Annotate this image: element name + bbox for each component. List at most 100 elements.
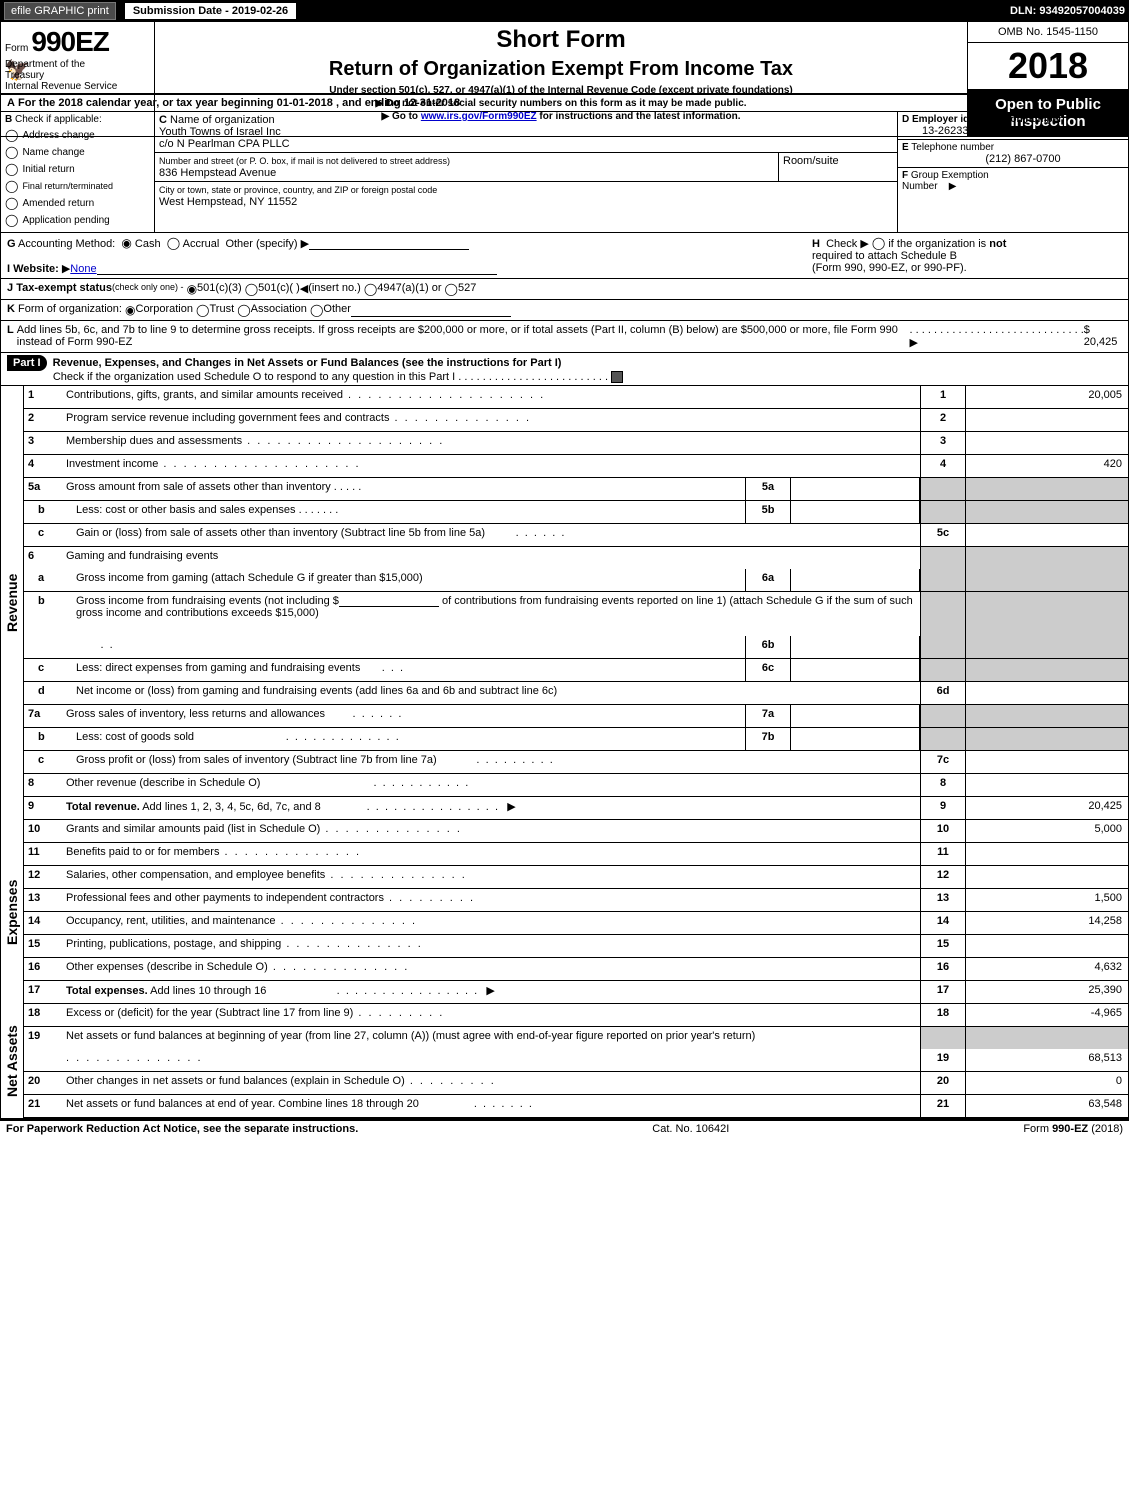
line-ref: 2 <box>920 409 965 431</box>
insert-no-label: (insert no.) <box>308 282 361 296</box>
tax-year-end: 12-31-2018 <box>404 97 460 109</box>
line-ref: 17 <box>920 981 965 1003</box>
section-k-label: K <box>7 303 15 317</box>
line-amount: 0 <box>965 1072 1128 1094</box>
inner-ref: 7a <box>745 705 791 727</box>
return-title: Return of Organization Exempt From Incom… <box>159 58 963 81</box>
line-desc: Gross income from fundraising events (no… <box>72 592 920 636</box>
line-1: 1 Contributions, gifts, grants, and simi… <box>24 386 1128 409</box>
line-17: 17 Total expenses. Add lines 10 through … <box>24 981 1128 1004</box>
line-desc: Gross sales of inventory, less returns a… <box>62 705 745 727</box>
section-h: H Check ▶ ◯ if the organization is not r… <box>812 236 1122 275</box>
line-amount: 68,513 <box>965 1049 1128 1071</box>
check-name-change[interactable]: ◯Name change <box>5 145 150 159</box>
line-desc: Other changes in net assets or fund bala… <box>62 1072 920 1094</box>
trust-radio[interactable]: ◯ <box>196 303 209 317</box>
line-ref: 6d <box>920 682 965 704</box>
line-ref: 20 <box>920 1072 965 1094</box>
line-11: 11 Benefits paid to or for members 11 <box>24 843 1128 866</box>
check-initial-return[interactable]: ◯Initial return <box>5 162 150 176</box>
line-amount: 420 <box>965 455 1128 477</box>
h-checkbox[interactable]: ◯ <box>872 236 885 250</box>
line-desc: Professional fees and other payments to … <box>62 889 920 911</box>
schedule-o-checkbox[interactable] <box>611 371 623 383</box>
section-i-label: I <box>7 263 10 275</box>
line-num: 11 <box>24 843 62 865</box>
accrual-radio[interactable]: ◯ <box>167 236 180 250</box>
section-e-label: E <box>902 142 909 153</box>
check-application-pending[interactable]: ◯Application pending <box>5 213 150 227</box>
other-org-radio[interactable]: ◯ <box>310 303 323 317</box>
line-8: 8 Other revenue (describe in Schedule O)… <box>24 774 1128 797</box>
line-amount <box>965 866 1128 888</box>
section-b-label: B <box>5 114 12 125</box>
street-address: 836 Hempstead Avenue <box>159 167 276 179</box>
line-amount <box>965 682 1128 704</box>
line-desc: Other expenses (describe in Schedule O) <box>62 958 920 980</box>
check-amended-return[interactable]: ◯Amended return <box>5 196 150 210</box>
catalog-number: Cat. No. 10642I <box>652 1123 729 1135</box>
check-label-final: Final return/terminated <box>22 181 113 191</box>
inner-ref: 5a <box>745 478 791 500</box>
assoc-radio[interactable]: ◯ <box>237 303 250 317</box>
501c3-radio[interactable]: ◉ <box>187 282 197 296</box>
line-6b-upper: b Gross income from fundraising events (… <box>24 592 1128 636</box>
line-num: 9 <box>24 797 62 819</box>
4947-radio[interactable]: ◯ <box>364 282 377 296</box>
line-amount <box>965 774 1128 796</box>
section-l-row: L Add lines 5b, 6c, and 7b to line 9 to … <box>0 321 1129 353</box>
line-9: 9 Total revenue. Add lines 1, 2, 3, 4, 5… <box>24 797 1128 820</box>
netassets-vertical-label: Net Assets <box>1 1004 24 1118</box>
shaded-cell <box>965 659 1128 681</box>
line-ref: 18 <box>920 1004 965 1026</box>
line-num: 20 <box>24 1072 62 1094</box>
line-desc: Program service revenue including govern… <box>62 409 920 431</box>
form-ref-suf: (2018) <box>1088 1123 1123 1135</box>
section-j-label: J <box>7 282 13 296</box>
website-link[interactable]: None <box>70 263 96 275</box>
line-num: 3 <box>24 432 62 454</box>
501c-radio[interactable]: ◯ <box>245 282 258 296</box>
cash-radio[interactable]: ◉ <box>121 236 131 250</box>
check-address-change[interactable]: ◯Address change <box>5 128 150 142</box>
line-ref: 16 <box>920 958 965 980</box>
city-state-zip: West Hempstead, NY 11552 <box>159 196 297 208</box>
h-not: not <box>989 238 1006 250</box>
line-desc: Total revenue. Add lines 1, 2, 3, 4, 5c,… <box>62 797 920 819</box>
line-20: 20 Other changes in net assets or fund b… <box>24 1072 1128 1095</box>
line-num: 8 <box>24 774 62 796</box>
line-desc: Other revenue (describe in Schedule O) .… <box>62 774 920 796</box>
desc-text: Less: direct expenses from gaming and fu… <box>76 662 360 674</box>
line-num: 16 <box>24 958 62 980</box>
line-ref: 5c <box>920 524 965 546</box>
line-desc: Occupancy, rent, utilities, and maintena… <box>62 912 920 934</box>
section-a-prefix: For the 2018 calendar year, or tax year … <box>18 97 277 109</box>
line-ref: 7c <box>920 751 965 773</box>
efile-print-button[interactable]: efile GRAPHIC print <box>4 2 116 20</box>
section-l-text: Add lines 5b, 6c, and 7b to line 9 to de… <box>17 324 910 349</box>
street-row: Number and street (or P. O. box, if mail… <box>155 153 897 182</box>
line-14: 14 Occupancy, rent, utilities, and maint… <box>24 912 1128 935</box>
shaded-cell <box>965 592 1128 636</box>
form-ref-pre: Form <box>1023 1123 1052 1135</box>
corp-radio[interactable]: ◉ <box>125 303 135 317</box>
form-ref-form: 990-EZ <box>1052 1123 1088 1135</box>
other-org-input[interactable] <box>351 303 511 317</box>
section-b-column: B Check if applicable: ◯Address change ◯… <box>1 112 155 232</box>
form-prefix: Form <box>5 43 28 54</box>
other-method-input[interactable] <box>309 249 469 250</box>
line-desc: Less: cost of goods sold . . . . . . . .… <box>72 728 745 750</box>
fundraising-amount-input[interactable] <box>339 606 439 607</box>
website-line <box>97 274 497 275</box>
inner-amount <box>791 569 920 591</box>
line-15: 15 Printing, publications, postage, and … <box>24 935 1128 958</box>
check-final-return[interactable]: ◯Final return/terminated <box>5 179 150 193</box>
line-num: b <box>24 592 72 636</box>
section-a-mid: , and ending <box>336 97 404 109</box>
line-6a: a Gross income from gaming (attach Sched… <box>24 569 1128 592</box>
line-amount <box>965 843 1128 865</box>
desc-text: Less: cost or other basis and sales expe… <box>76 504 296 516</box>
short-form-title: Short Form <box>159 26 963 54</box>
dln-label: DLN: 93492057004039 <box>1010 5 1125 17</box>
527-radio[interactable]: ◯ <box>445 282 458 296</box>
